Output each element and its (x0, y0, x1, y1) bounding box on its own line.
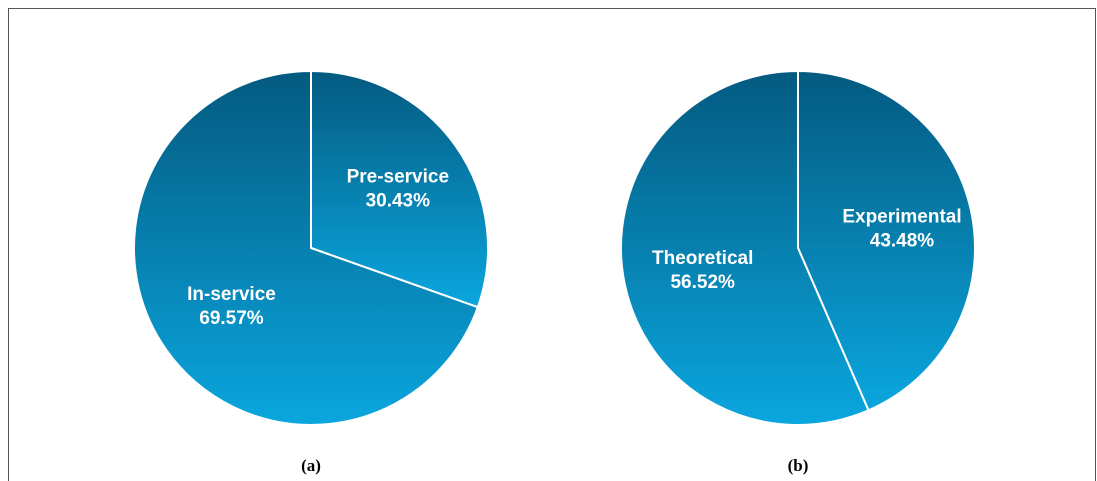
slice-label-theoretical: Theoretical (652, 248, 753, 269)
slice-theoretical (620, 70, 870, 426)
slice-pre-service (310, 70, 489, 309)
slice-value-in-service: 69.57% (199, 308, 264, 329)
slice-label-experimental: Experimental (842, 206, 961, 227)
figure-frame (8, 8, 1096, 481)
slice-label-in-service: In-service (187, 284, 276, 305)
slice-label-pre-service: Pre-service (347, 167, 449, 188)
slice-experimental (797, 70, 976, 412)
slice-value-pre-service: 30.43% (366, 191, 431, 212)
panel-label-a: (a) (301, 456, 321, 475)
pie-chart-b: Experimental 43.48% Theoretical 56.52% (… (620, 70, 976, 475)
slice-value-experimental: 43.48% (870, 230, 935, 251)
panel-label-b: (b) (788, 456, 809, 475)
pie-chart-a: Pre-service 30.43% In-service 69.57% (a) (133, 70, 489, 475)
slice-value-theoretical: 56.52% (670, 272, 735, 293)
slice-in-service (133, 70, 479, 426)
